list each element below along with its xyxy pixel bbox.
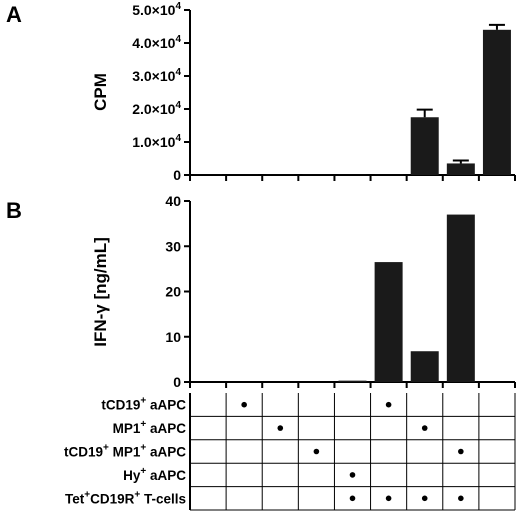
bar bbox=[446, 214, 475, 382]
y-axis-label: CPM bbox=[91, 73, 110, 111]
y-tick-label: 2.0×104 bbox=[132, 100, 181, 117]
condition-label: MP1+ aAPC bbox=[113, 419, 187, 436]
condition-label: tCD19+ MP1+ aAPC bbox=[64, 443, 186, 460]
bar bbox=[446, 163, 475, 175]
y-tick-label: 5.0×104 bbox=[132, 1, 181, 18]
y-tick-label: 1.0×104 bbox=[132, 133, 181, 150]
condition-dot bbox=[349, 495, 356, 502]
panel-letter-a: A bbox=[6, 2, 22, 27]
condition-dot bbox=[277, 425, 284, 431]
y-tick-label: 20 bbox=[165, 284, 181, 300]
y-tick-label: 10 bbox=[165, 329, 181, 345]
condition-dot bbox=[458, 448, 464, 455]
y-tick-label: 4.0×104 bbox=[132, 34, 181, 51]
y-tick-label: 40 bbox=[165, 193, 181, 209]
y-axis-label: IFN-γ [ng/mL] bbox=[91, 237, 110, 347]
y-tick-label: 3.0×104 bbox=[132, 67, 181, 84]
bar bbox=[410, 351, 439, 382]
panel-b: B 0 10 20 30 40 IFN-γ [ng/mL] bbox=[6, 193, 516, 390]
condition-label: Hy+ aAPC bbox=[123, 466, 186, 483]
condition-dot bbox=[241, 401, 247, 408]
condition-dot bbox=[385, 495, 392, 502]
condition-dot bbox=[421, 495, 428, 502]
condition-label: tCD19+ aAPC bbox=[101, 396, 186, 413]
y-tick-label: 0 bbox=[173, 167, 181, 183]
bar bbox=[338, 380, 367, 382]
condition-dot bbox=[458, 495, 464, 502]
y-tick-label: 30 bbox=[165, 238, 181, 254]
condition-grid: tCD19+ aAPC MP1+ aAPC tCD19+ MP1+ aAPC Hy+ … bbox=[64, 393, 516, 511]
bar bbox=[482, 29, 511, 175]
bar bbox=[410, 117, 439, 175]
panel-letter-b: B bbox=[6, 198, 22, 223]
y-tick-label: 0 bbox=[173, 374, 181, 390]
condition-dot bbox=[385, 401, 392, 408]
condition-dot bbox=[313, 448, 320, 455]
bar bbox=[374, 262, 403, 382]
condition-dot bbox=[349, 472, 356, 478]
panel-a: A 0 1.0×104 2.0×104 3.0×104 4.0×104 5.0×104 CP… bbox=[6, 1, 516, 183]
condition-label: Tet+CD19R+ T-cells bbox=[65, 489, 186, 506]
condition-dot bbox=[421, 425, 428, 431]
